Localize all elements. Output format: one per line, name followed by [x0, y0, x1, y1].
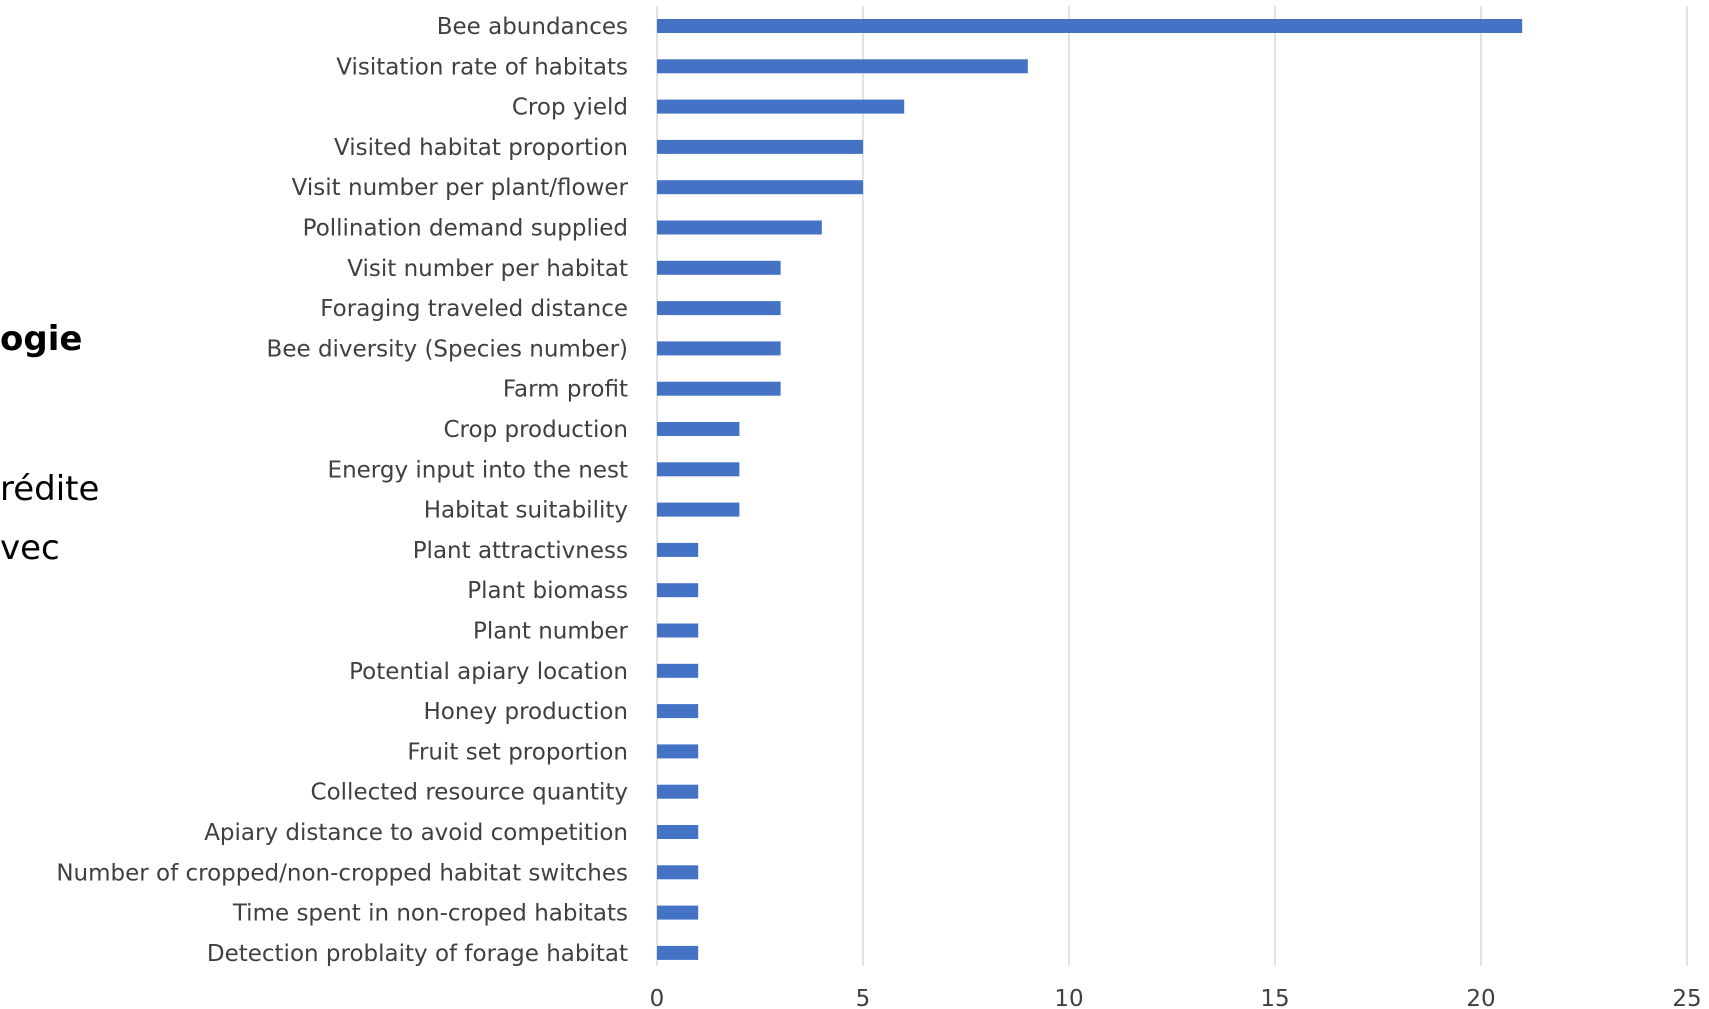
bar	[657, 825, 699, 839]
category-label: Bee abundances	[437, 14, 628, 40]
bar	[657, 220, 822, 235]
bar	[657, 784, 699, 799]
category-label: Visited habitat proportion	[334, 135, 628, 161]
category-label: Farm profit	[503, 377, 628, 403]
category-label: Time spent in non-croped habitats	[232, 901, 628, 927]
bar	[657, 623, 699, 638]
x-tick-label: 10	[1054, 986, 1083, 1009]
category-label: Foraging traveled distance	[320, 296, 628, 322]
x-axis-tick-labels: 0 5 10 15 20 25	[650, 986, 1702, 1009]
bar	[657, 704, 699, 719]
bar	[657, 744, 699, 759]
bar	[657, 381, 781, 396]
category-label: Number of cropped/non-cropped habitat sw…	[56, 860, 628, 886]
category-labels: Bee abundances Visitation rate of habitat…	[56, 14, 628, 967]
bar	[657, 502, 740, 517]
category-label: Pollination demand supplied	[303, 216, 628, 242]
gridlines	[656, 6, 1688, 966]
category-label: Visit number per habitat	[347, 256, 628, 282]
bar	[657, 260, 781, 275]
category-label: Collected resource quantity	[311, 780, 628, 806]
bar	[657, 542, 699, 557]
bar	[657, 99, 905, 114]
category-label: Potential apiary location	[349, 659, 628, 685]
category-label: Visitation rate of habitats	[336, 54, 628, 80]
bar	[657, 945, 699, 960]
category-label: Detection problaity of forage habitat	[207, 941, 628, 967]
bar	[657, 341, 781, 356]
category-label: Energy input into the nest	[328, 457, 628, 483]
category-label: Visit number per plant/flower	[292, 175, 629, 201]
bar	[657, 422, 740, 436]
category-label: Bee diversity (Species number)	[267, 336, 628, 362]
x-tick-label: 25	[1672, 986, 1701, 1009]
x-tick-label: 15	[1260, 986, 1289, 1009]
bar	[657, 19, 1523, 33]
category-label: Crop yield	[512, 95, 628, 121]
category-label: Plant attractivness	[413, 538, 628, 564]
bar	[657, 301, 781, 316]
x-tick-label: 0	[650, 986, 665, 1009]
bar	[657, 462, 740, 477]
bar	[657, 865, 699, 880]
bar	[657, 59, 1028, 74]
bar	[657, 139, 863, 154]
x-tick-label: 20	[1466, 986, 1495, 1009]
bars	[657, 19, 1523, 960]
clipped-slide-text-2: rédite	[0, 469, 100, 509]
bar	[657, 180, 863, 195]
category-label: Apiary distance to avoid competition	[204, 820, 628, 846]
bar	[657, 583, 699, 598]
clipped-slide-text-1: ogie	[0, 319, 83, 359]
category-label: Honey production	[423, 699, 628, 725]
category-label: Plant biomass	[467, 578, 628, 604]
bar	[657, 905, 699, 920]
bar	[657, 663, 699, 678]
category-label: Fruit set proportion	[407, 739, 628, 765]
category-label: Plant number	[473, 619, 629, 645]
x-tick-label: 5	[856, 986, 871, 1009]
category-label: Crop production	[444, 417, 629, 443]
clipped-slide-text-3: vec	[0, 528, 60, 568]
category-label: Habitat suitability	[424, 498, 628, 524]
